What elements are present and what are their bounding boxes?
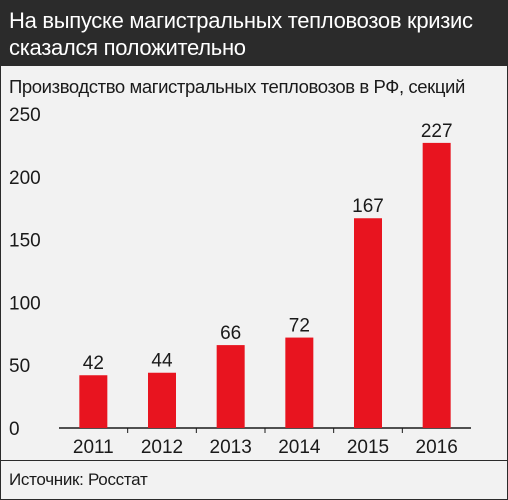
y-tick-label: 200 — [9, 168, 41, 189]
x-tick-label: 2015 — [347, 437, 389, 458]
bar — [422, 142, 451, 428]
bar — [79, 375, 108, 428]
bar — [285, 337, 314, 428]
y-tick-label: 100 — [9, 293, 41, 314]
bar-value-label: 72 — [289, 316, 310, 337]
source-note: Источник: Росстат — [9, 470, 148, 489]
chart-title: На выпуске магистральных тепловозов криз… — [9, 8, 473, 60]
bar — [216, 345, 245, 428]
bar-value-label: 44 — [151, 351, 173, 372]
y-tick-label: 150 — [9, 231, 41, 252]
bar-chart: 0 50 100 150 200 250 42 2011 44 2012 66 2013 72 2014 1… — [9, 105, 471, 458]
y-tick-label: 50 — [9, 356, 30, 377]
chart-subtitle: Производство магистральных тепловозов в … — [9, 76, 465, 97]
x-tick-label: 2016 — [416, 437, 458, 458]
bar-value-label: 66 — [220, 323, 241, 344]
bar — [148, 372, 176, 428]
header-bar: На выпуске магистральных тепловозов криз… — [1, 1, 507, 66]
x-tick-label: 2011 — [73, 437, 114, 458]
y-tick-label: 0 — [9, 419, 20, 440]
x-tick-label: 2013 — [210, 437, 252, 458]
x-tick-label: 2012 — [141, 437, 183, 458]
y-tick-label: 250 — [9, 105, 41, 126]
bar-value-label: 167 — [352, 196, 384, 217]
footer-divider — [1, 460, 507, 461]
bar-value-label: 42 — [83, 353, 104, 374]
x-tick-label: 2014 — [278, 437, 321, 458]
bar — [354, 218, 382, 428]
bar-value-label: 227 — [421, 121, 453, 142]
